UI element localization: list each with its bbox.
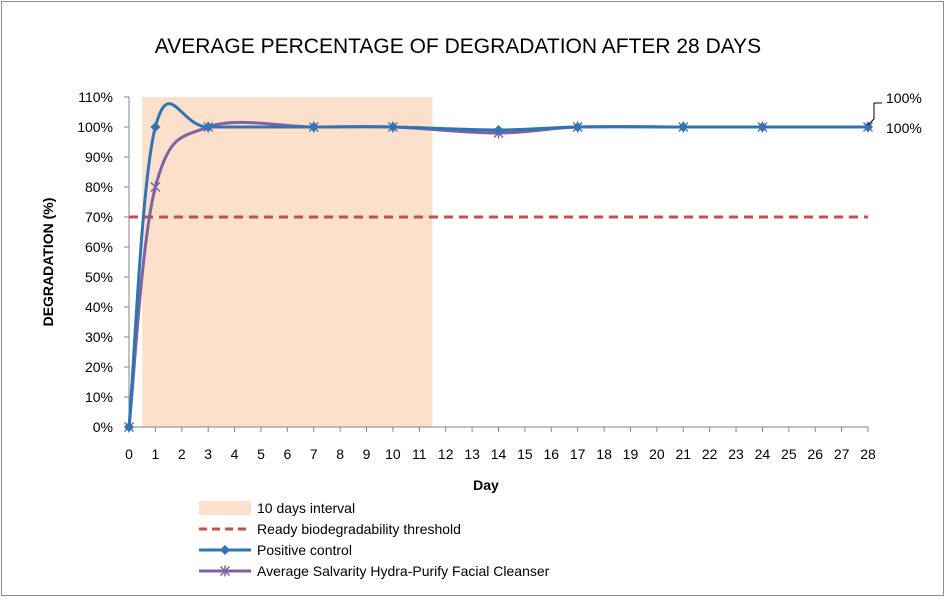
x-tick-label: 0 (125, 446, 133, 462)
x-tick-label: 17 (570, 446, 586, 462)
legend: 10 days interval Ready biodegradability t… (199, 500, 550, 579)
x-tick-label: 2 (178, 446, 186, 462)
asterisk-marker (219, 565, 231, 577)
legend-swatch (199, 501, 251, 515)
y-tick-label: 80% (85, 179, 113, 195)
legend-item: Positive control (199, 542, 352, 558)
legend-item: Ready biodegradability threshold (199, 521, 461, 537)
x-axis-label: Day (473, 477, 499, 493)
diamond-marker (124, 422, 134, 432)
diamond-marker (387, 122, 398, 132)
y-tick-label: 30% (85, 329, 113, 345)
diamond-marker (863, 122, 873, 132)
legend-label: Positive control (257, 542, 352, 558)
x-tick-label: 6 (283, 446, 291, 462)
x-tick-label: 15 (517, 446, 533, 462)
x-tick-label: 11 (412, 446, 427, 462)
x-tick-label: 10 (385, 446, 401, 462)
y-tick-label: 60% (85, 239, 113, 255)
y-tick-label: 0% (93, 419, 113, 435)
x-tick-label: 25 (781, 446, 797, 462)
y-tick-label: 90% (85, 149, 113, 165)
y-tick-label: 20% (85, 359, 113, 375)
x-tick-label: 23 (728, 446, 744, 462)
x-tick-label: 9 (363, 446, 371, 462)
shaded-interval (142, 97, 433, 427)
legend-item: 10 days interval (199, 500, 355, 516)
diamond-marker (220, 545, 230, 555)
x-tick-label: 16 (543, 446, 559, 462)
diamond-marker (203, 122, 214, 132)
x-tick-label: 3 (204, 446, 212, 462)
asterisk-marker (150, 181, 161, 193)
diamond-marker (150, 122, 161, 132)
x-tick-label: 21 (675, 446, 691, 462)
x-tick-label: 8 (336, 446, 344, 462)
y-tick-label: 10% (85, 389, 113, 405)
y-tick-label: 70% (85, 209, 113, 225)
x-tick-label: 26 (807, 446, 823, 462)
x-tick-label: 28 (860, 446, 876, 462)
diamond-marker (757, 122, 768, 132)
x-tick-label: 7 (310, 446, 318, 462)
diamond-marker (493, 125, 504, 135)
x-tick-label: 20 (649, 446, 665, 462)
x-tick-label: 22 (702, 446, 718, 462)
x-tick-label: 1 (151, 446, 159, 462)
diamond-marker (308, 122, 319, 132)
x-tick-label: 18 (596, 446, 612, 462)
legend-item: Average Salvarity Hydra-Purify Facial Cl… (199, 563, 550, 579)
x-tick-label: 13 (464, 446, 480, 462)
series-positive-control (124, 102, 873, 432)
end-label-positive-control: 100% (886, 90, 922, 106)
x-tick-label: 24 (755, 446, 771, 462)
end-label-leader (867, 102, 882, 126)
legend-label: Ready biodegradability threshold (257, 521, 461, 537)
x-tick-label: 19 (623, 446, 639, 462)
chart-title: AVERAGE PERCENTAGE OF DEGRADATION AFTER … (155, 35, 761, 58)
y-tick-label: 40% (85, 299, 113, 315)
x-tick-label: 5 (257, 446, 265, 462)
end-label-facial-cleanser: 100% (886, 120, 922, 136)
y-tick-label: 100% (77, 119, 113, 135)
y-tick-label: 110% (78, 89, 113, 105)
y-axis-label: DEGRADATION (%) (40, 198, 56, 327)
legend-label: Average Salvarity Hydra-Purify Facial Cl… (257, 563, 550, 579)
x-tick-label: 12 (438, 446, 454, 462)
diamond-marker (572, 122, 583, 132)
x-tick-label: 14 (491, 446, 507, 462)
plot-area: 0%10%20%30%40%50%60%70%80%90%100%110%0 1 2… (77, 89, 922, 462)
x-tick-label: 27 (834, 446, 850, 462)
y-tick-label: 50% (85, 269, 113, 285)
diamond-marker (678, 122, 689, 132)
legend-label: 10 days interval (257, 500, 355, 516)
x-tick-label: 4 (231, 446, 239, 462)
